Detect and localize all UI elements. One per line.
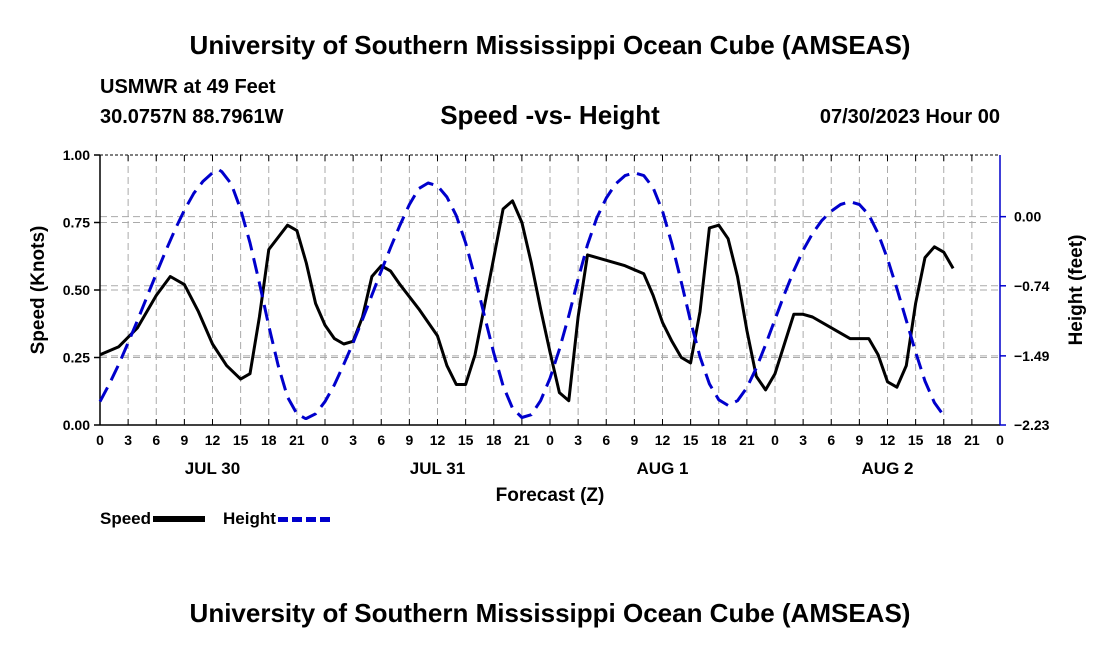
y-tick-label: 0.75	[63, 215, 90, 231]
x-tick-label: 12	[880, 432, 896, 448]
x-tick-label: 15	[458, 432, 474, 448]
date-label: AUG 1	[637, 459, 689, 478]
x-tick-label: 21	[514, 432, 530, 448]
y-tick-label: 0.25	[63, 350, 90, 366]
y2-axis-title: Height (feet)	[1066, 235, 1087, 346]
x-tick-label: 0	[996, 432, 1004, 448]
x-tick-label: 9	[630, 432, 638, 448]
x-tick-label: 6	[377, 432, 385, 448]
date-label: AUG 2	[862, 459, 914, 478]
station-label: USMWR at 49 Feet	[100, 76, 276, 98]
x-tick-label: 18	[711, 432, 727, 448]
x-tick-label: 9	[405, 432, 413, 448]
x-tick-label: 3	[799, 432, 807, 448]
series-layer	[98, 168, 955, 420]
x-tick-label: 15	[233, 432, 249, 448]
legend-height-swatch	[277, 516, 330, 522]
x-tick-label: 9	[855, 432, 863, 448]
legend-item-speed: Speed	[100, 509, 206, 529]
x-tick-label: 3	[124, 432, 132, 448]
x-tick-label: 0	[771, 432, 779, 448]
y2-tick-label: −2.23	[1014, 417, 1050, 433]
date-label: JUL 31	[410, 459, 465, 478]
footer-title: University of Southern Mississippi Ocean…	[189, 598, 911, 628]
x-tick-label: 18	[486, 432, 502, 448]
x-axis-title: Forecast (Z)	[496, 485, 605, 506]
labels-layer: 0 3 6 9 12 15 18 21 0 3 6 9 12 15 18 21 0 3 6 9 12 15 18 21 0 3 6 9…	[28, 147, 1087, 506]
y2-tick-label: 0.00	[1014, 209, 1041, 225]
x-tick-label: 15	[908, 432, 924, 448]
x-tick-label: 12	[655, 432, 671, 448]
legend-speed-swatch	[153, 516, 206, 522]
x-tick-label: 15	[683, 432, 699, 448]
x-tick-label: 21	[289, 432, 305, 448]
x-tick-label: 21	[739, 432, 755, 448]
x-tick-label: 6	[602, 432, 610, 448]
y-tick-label: 0.00	[63, 417, 90, 433]
legend-height-label: Height	[223, 509, 276, 528]
x-tick-label: 12	[430, 432, 446, 448]
legend: Speed Height	[100, 509, 348, 529]
series-line-height	[98, 168, 946, 420]
y-tick-label: 0.50	[63, 282, 90, 298]
x-tick-label: 12	[205, 432, 221, 448]
legend-speed-label: Speed	[100, 509, 152, 528]
x-tick-label: 21	[964, 432, 980, 448]
y-axis-title: Speed (Knots)	[28, 226, 49, 355]
series-line-speed	[99, 199, 955, 403]
y2-tick-label: −1.49	[1014, 348, 1050, 364]
forecast-datetime: 07/30/2023 Hour 00	[819, 106, 1000, 128]
x-tick-label: 0	[321, 432, 329, 448]
x-tick-label: 3	[574, 432, 582, 448]
x-tick-label: 18	[261, 432, 277, 448]
x-tick-label: 6	[827, 432, 835, 448]
main-title: University of Southern Mississippi Ocean…	[189, 30, 911, 60]
station-coordinates: 30.0757N 88.7961W	[100, 106, 284, 128]
x-tick-label: 9	[180, 432, 188, 448]
y-tick-label: 1.00	[63, 147, 90, 163]
axes-layer	[94, 154, 1006, 426]
x-tick-label: 0	[96, 432, 104, 448]
legend-item-height: Height	[223, 509, 330, 529]
date-label: JUL 30	[185, 459, 240, 478]
x-tick-label: 0	[546, 432, 554, 448]
y2-tick-label: −0.74	[1014, 278, 1050, 294]
x-tick-label: 3	[349, 432, 357, 448]
x-tick-label: 18	[936, 432, 952, 448]
x-tick-label: 6	[152, 432, 160, 448]
chart-title: Speed -vs- Height	[440, 100, 660, 130]
